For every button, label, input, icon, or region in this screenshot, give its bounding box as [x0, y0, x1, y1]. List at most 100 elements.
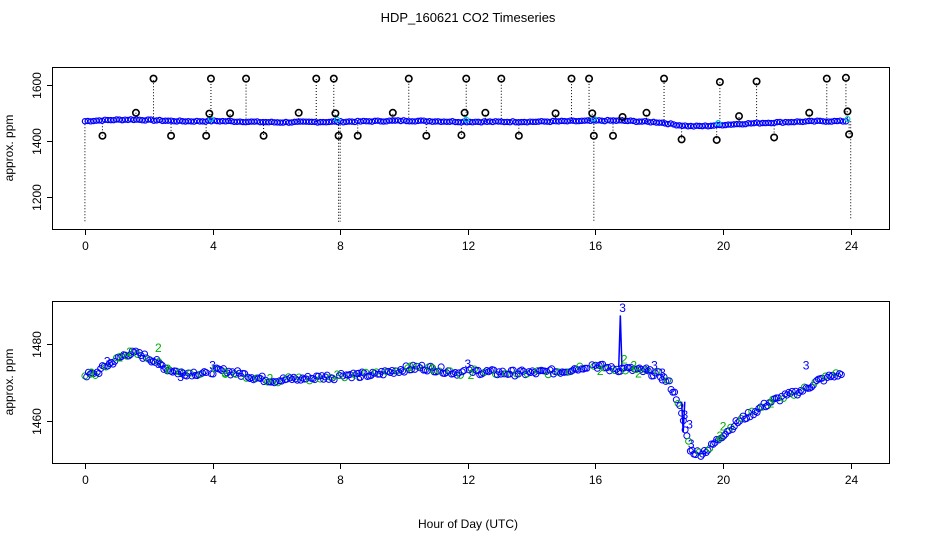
top-baseline-point	[380, 118, 387, 125]
bottom-series-point	[646, 366, 654, 374]
bottom-series-point	[274, 379, 282, 387]
top-raw-point	[202, 131, 211, 140]
bottom-series-point	[606, 367, 614, 375]
bottom-y-axis-label: approx. ppm	[2, 349, 16, 416]
bottom-series-point	[697, 452, 705, 460]
top-flag-point	[844, 115, 851, 122]
bottom-series-point	[637, 365, 645, 373]
bottom-flag-label: 2	[621, 353, 628, 367]
top-raw-point	[589, 131, 598, 140]
top-baseline-point	[747, 120, 755, 127]
top-baseline-point	[641, 117, 649, 125]
bottom-series-point	[134, 351, 142, 359]
top-baseline-point	[704, 123, 712, 130]
bottom-series-point	[393, 367, 401, 375]
top-x-tick-label: 0	[82, 239, 89, 253]
bottom-series-point	[355, 369, 363, 377]
top-raw-point	[259, 131, 268, 140]
bottom-flag-label: 2	[222, 366, 229, 380]
top-raw-point	[312, 74, 321, 83]
bottom-series-point	[688, 446, 696, 454]
bottom-flag-label: 3	[688, 437, 695, 451]
top-baseline-point	[383, 118, 390, 125]
bottom-series-point	[132, 347, 140, 355]
bottom-series-point	[836, 370, 844, 378]
bottom-series-point	[428, 364, 436, 372]
top-raw-point	[608, 131, 617, 140]
bottom-series-point	[544, 371, 552, 379]
bottom-y-tick-label: 1460	[30, 408, 44, 435]
bottom-series-point	[557, 369, 565, 377]
top-baseline-point	[417, 117, 425, 124]
bottom-series-point	[251, 375, 259, 383]
bottom-series-point	[693, 447, 701, 455]
bottom-flag-label: 2	[407, 360, 414, 374]
bottom-series-point	[590, 362, 598, 370]
top-baseline-point	[285, 119, 293, 126]
bottom-series-point	[286, 374, 294, 382]
top-raw-point	[481, 108, 490, 117]
top-baseline-point	[374, 117, 382, 124]
top-raw-point	[677, 135, 686, 144]
top-raw-point	[770, 133, 779, 142]
bottom-series-point	[414, 363, 422, 371]
top-baseline-point	[113, 116, 120, 123]
top-raw-point	[462, 74, 471, 83]
top-baseline-point	[650, 118, 657, 126]
bottom-series-point	[599, 360, 607, 368]
bottom-series-point	[678, 409, 686, 417]
top-baseline-point	[656, 119, 663, 126]
bottom-series-point	[163, 367, 171, 375]
bottom-series-point	[781, 390, 789, 398]
bottom-flag-label: 2	[768, 397, 775, 411]
top-baseline-point	[107, 116, 114, 124]
bottom-series-point	[486, 367, 494, 375]
bottom-series-point	[685, 437, 693, 445]
top-raw-point	[242, 74, 251, 83]
bottom-flag-label: 3	[619, 301, 626, 315]
bottom-series-point	[760, 399, 768, 407]
top-baseline-point	[509, 118, 516, 125]
bottom-flag-label: 2	[468, 368, 475, 382]
bottom-series-point	[660, 373, 668, 381]
top-baseline-point	[742, 120, 749, 128]
bottom-series-point	[523, 370, 531, 378]
bottom-x-tick-label: 0	[82, 473, 89, 487]
bottom-series-point	[418, 361, 426, 369]
bottom-x-tick-label: 4	[210, 473, 217, 487]
x-axis-label: Hour of Day (UTC)	[418, 517, 518, 531]
bottom-series-point	[704, 446, 712, 454]
bottom-series-point	[644, 367, 652, 375]
bottom-series-point	[478, 370, 486, 378]
bottom-flag-label: 2	[717, 429, 724, 443]
bottom-series-point	[423, 367, 431, 375]
top-flag-point	[333, 116, 340, 123]
top-baseline-point	[411, 118, 419, 125]
bottom-series-point	[651, 369, 659, 377]
top-raw-point	[497, 74, 506, 83]
top-baseline-point	[142, 117, 149, 124]
bottom-series-point	[483, 367, 491, 375]
bottom-series-point	[574, 366, 582, 374]
bottom-series-point	[118, 352, 126, 360]
top-baseline-point	[288, 119, 295, 126]
top-baseline-point	[546, 118, 554, 126]
top-baseline-point	[670, 121, 677, 128]
bottom-series-point	[471, 365, 479, 373]
bottom-x-tick-label: 8	[337, 473, 344, 487]
top-baseline-point	[348, 118, 356, 125]
bottom-series-point	[111, 357, 119, 365]
bottom-series-point	[762, 403, 770, 411]
top-raw-point	[642, 108, 651, 117]
top-baseline-point	[707, 122, 715, 130]
top-x-tick-label: 20	[717, 239, 731, 253]
top-baseline-point	[199, 118, 206, 125]
bottom-series-point	[130, 348, 138, 356]
bottom-series-point	[672, 396, 680, 404]
top-baseline-point	[770, 119, 778, 127]
bottom-series-point	[93, 368, 101, 376]
top-raw-point	[660, 74, 669, 83]
bottom-series-point	[679, 417, 687, 425]
